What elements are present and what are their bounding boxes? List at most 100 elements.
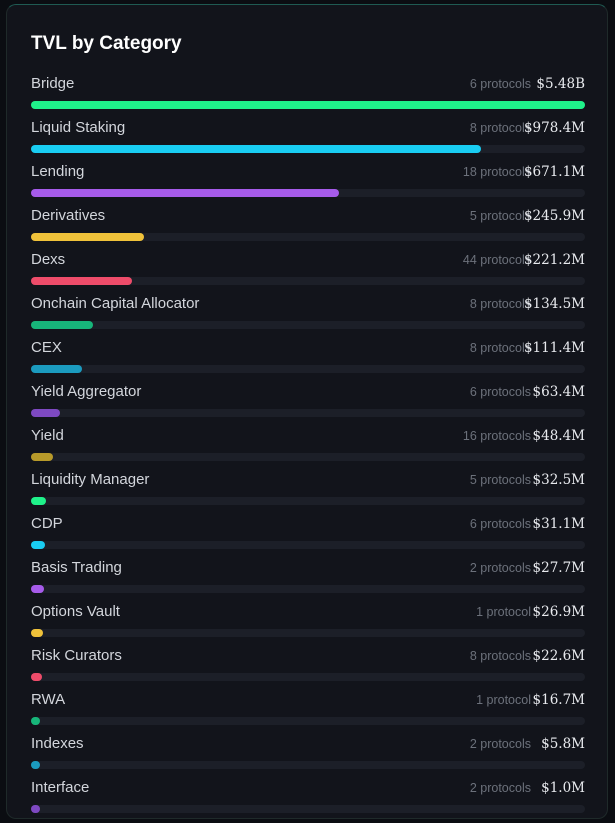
tvl-bar-fill xyxy=(31,233,145,241)
tvl-bar-fill xyxy=(31,277,133,285)
tvl-value: $22.6M xyxy=(532,648,585,664)
tvl-bar-track xyxy=(31,277,585,285)
category-name: Liquidity Manager xyxy=(31,471,150,488)
tvl-bar-fill xyxy=(31,409,61,417)
category-name: Interface xyxy=(31,779,90,796)
category-row: Yield Aggregator 6 protocols $63.4M xyxy=(31,383,585,427)
protocol-count: 1 protocol xyxy=(476,605,531,619)
tvl-bar-track xyxy=(31,673,585,681)
tvl-value: $1.0M xyxy=(541,780,585,796)
category-row: Liquid Staking 8 protocols $978.4M xyxy=(31,119,585,163)
tvl-value: $48.4M xyxy=(532,428,585,444)
category-name: CDP xyxy=(31,515,63,532)
tvl-bar-track xyxy=(31,541,585,549)
protocol-count: 8 protocols xyxy=(469,297,531,311)
category-row: Risk Curators 8 protocols $22.6M xyxy=(31,647,585,691)
category-name: Onchain Capital Allocator xyxy=(31,295,200,312)
category-row: Dexs 44 protocols $221.2M xyxy=(31,251,585,295)
protocol-count: 8 protocols xyxy=(469,649,531,663)
protocol-count: 5 protocols xyxy=(469,209,531,223)
protocol-count: 16 protocols xyxy=(462,429,531,443)
tvl-bar-fill xyxy=(31,585,44,593)
category-name: Dexs xyxy=(31,251,66,268)
category-row: Lending 18 protocols $671.1M xyxy=(31,163,585,207)
tvl-bar-fill xyxy=(31,321,94,329)
tvl-bar-track xyxy=(31,409,585,417)
tvl-value: $978.4M xyxy=(523,120,585,136)
category-row: Liquidity Manager 5 protocols $32.5M xyxy=(31,471,585,515)
category-row: Onchain Capital Allocator 8 protocols $134… xyxy=(31,295,585,339)
tvl-bar-track xyxy=(31,805,585,813)
tvl-value: $63.4M xyxy=(532,384,585,400)
tvl-value: $5.48B xyxy=(536,76,585,92)
protocol-count: 6 protocols xyxy=(469,385,531,399)
category-name: Options Vault xyxy=(31,603,120,620)
category-row: RWA 1 protocol $16.7M xyxy=(31,691,585,735)
tvl-bar-fill xyxy=(31,189,340,197)
tvl-bar-track xyxy=(31,629,585,637)
protocol-count: 2 protocols xyxy=(469,781,531,795)
tvl-bar-track xyxy=(31,497,585,505)
category-row: Indexes 2 protocols $5.8M xyxy=(31,735,585,779)
tvl-value: $16.7M xyxy=(532,692,585,708)
tvl-value: $134.5M xyxy=(523,296,585,312)
tvl-bar-fill xyxy=(31,541,46,549)
card-title: TVL by Category xyxy=(31,33,182,54)
tvl-bar-track xyxy=(31,761,585,769)
category-name: Yield Aggregator xyxy=(31,383,142,400)
tvl-value: $5.8M xyxy=(541,736,585,752)
protocol-count: 2 protocols xyxy=(469,561,531,575)
tvl-bar-fill xyxy=(31,365,82,373)
tvl-value: $671.1M xyxy=(523,164,585,180)
protocol-count: 6 protocols xyxy=(469,77,531,91)
category-row: Options Vault 1 protocol $26.9M xyxy=(31,603,585,647)
protocol-count: 44 protocols xyxy=(462,253,531,267)
tvl-value: $32.5M xyxy=(532,472,585,488)
category-name: Risk Curators xyxy=(31,647,122,664)
category-row: CEX 8 protocols $111.4M xyxy=(31,339,585,383)
tvl-bar-fill xyxy=(31,497,46,505)
tvl-bar-track xyxy=(31,585,585,593)
tvl-bar-fill xyxy=(31,145,481,153)
category-row: Yield 16 protocols $48.4M xyxy=(31,427,585,471)
category-name: Derivatives xyxy=(31,207,106,224)
tvl-bar-track xyxy=(31,321,585,329)
tvl-bar-track xyxy=(31,453,585,461)
category-row: Basis Trading 2 protocols $27.7M xyxy=(31,559,585,603)
tvl-value: $245.9M xyxy=(523,208,585,224)
tvl-bar-track xyxy=(31,145,585,153)
category-row: Bridge 6 protocols $5.48B xyxy=(31,75,585,119)
tvl-bar-fill xyxy=(31,717,40,725)
tvl-bar-track xyxy=(31,189,585,197)
tvl-bar-track xyxy=(31,365,585,373)
protocol-count: 18 protocols xyxy=(462,165,531,179)
tvl-bar-fill xyxy=(31,673,42,681)
category-name: Lending xyxy=(31,163,85,180)
category-name: Bridge xyxy=(31,75,75,92)
category-name: RWA xyxy=(31,691,66,708)
protocol-count: 5 protocols xyxy=(469,473,531,487)
tvl-bar-track xyxy=(31,101,585,109)
protocol-count: 1 protocol xyxy=(476,693,531,707)
category-row: Interface 2 protocols $1.0M xyxy=(31,779,585,823)
category-name: Yield xyxy=(31,427,64,444)
tvl-bar-fill xyxy=(31,453,54,461)
protocol-count: 8 protocols xyxy=(469,121,531,135)
protocol-count: 6 protocols xyxy=(469,517,531,531)
tvl-bar-track xyxy=(31,233,585,241)
tvl-by-category-card: TVL by Category Bridge 6 protocols $5.48B L… xyxy=(6,4,608,819)
tvl-bar-fill xyxy=(31,101,585,109)
category-name: Basis Trading xyxy=(31,559,122,576)
tvl-value: $31.1M xyxy=(532,516,585,532)
tvl-bar-fill xyxy=(31,805,40,813)
tvl-value: $221.2M xyxy=(523,252,585,268)
category-list: Bridge 6 protocols $5.48B Liquid Staking 8 p… xyxy=(31,75,585,823)
category-name: Indexes xyxy=(31,735,84,752)
tvl-value: $111.4M xyxy=(523,340,585,356)
category-name: Liquid Staking xyxy=(31,119,126,136)
tvl-value: $26.9M xyxy=(532,604,585,620)
tvl-bar-fill xyxy=(31,761,40,769)
category-name: CEX xyxy=(31,339,62,356)
tvl-value: $27.7M xyxy=(532,560,585,576)
protocol-count: 8 protocols xyxy=(469,341,531,355)
